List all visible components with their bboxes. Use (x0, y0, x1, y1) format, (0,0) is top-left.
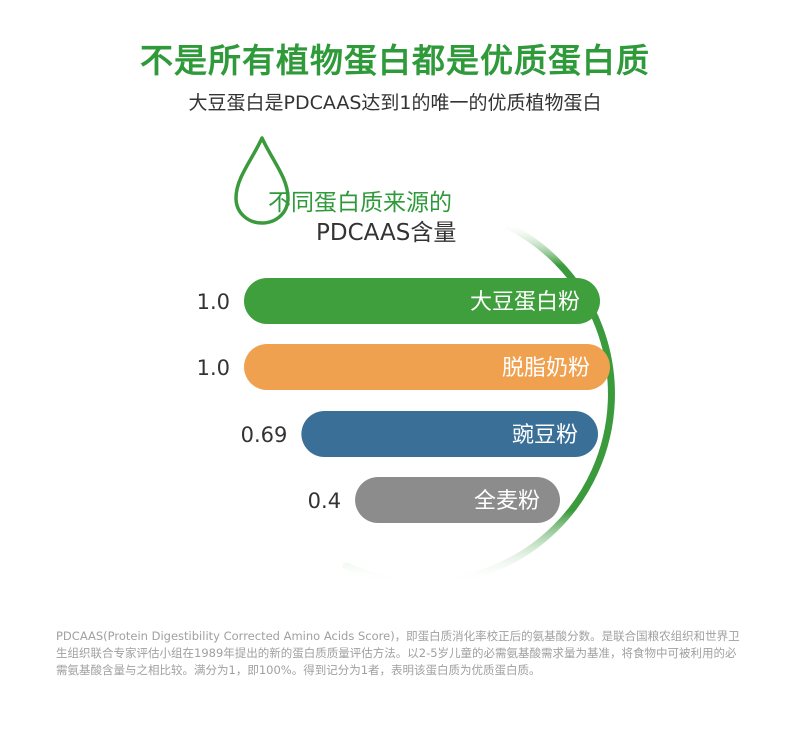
bar-1 (244, 344, 610, 390)
bar-category-label: 大豆蛋白粉 (470, 290, 580, 315)
chart-title-line1: 不同蛋白质来源的 (268, 190, 452, 216)
bar-2 (301, 411, 598, 457)
decorative-arc (342, 218, 615, 586)
bar-0 (244, 278, 600, 324)
footnote: PDCAAS(Protein Digestibility Corrected A… (56, 629, 740, 677)
water-drop-icon (234, 136, 290, 225)
bar-value-label: 1.0 (197, 356, 230, 380)
chart-title-line2: PDCAAS含量 (316, 220, 457, 246)
bar-category-label: 全麦粉 (474, 489, 540, 514)
bar-3 (355, 477, 560, 523)
page-subtitle: 大豆蛋白是PDCAAS达到1的唯一的优质植物蛋白 (188, 92, 602, 114)
bar-category-label: 脱脂奶粉 (502, 356, 590, 381)
page-title: 不是所有植物蛋白都是优质蛋白质 (140, 41, 650, 80)
bar-value-label: 0.4 (308, 489, 341, 513)
bar-value-label: 1.0 (197, 290, 230, 314)
bar-category-label: 豌豆粉 (512, 423, 578, 448)
bar-value-label: 0.69 (241, 423, 288, 447)
